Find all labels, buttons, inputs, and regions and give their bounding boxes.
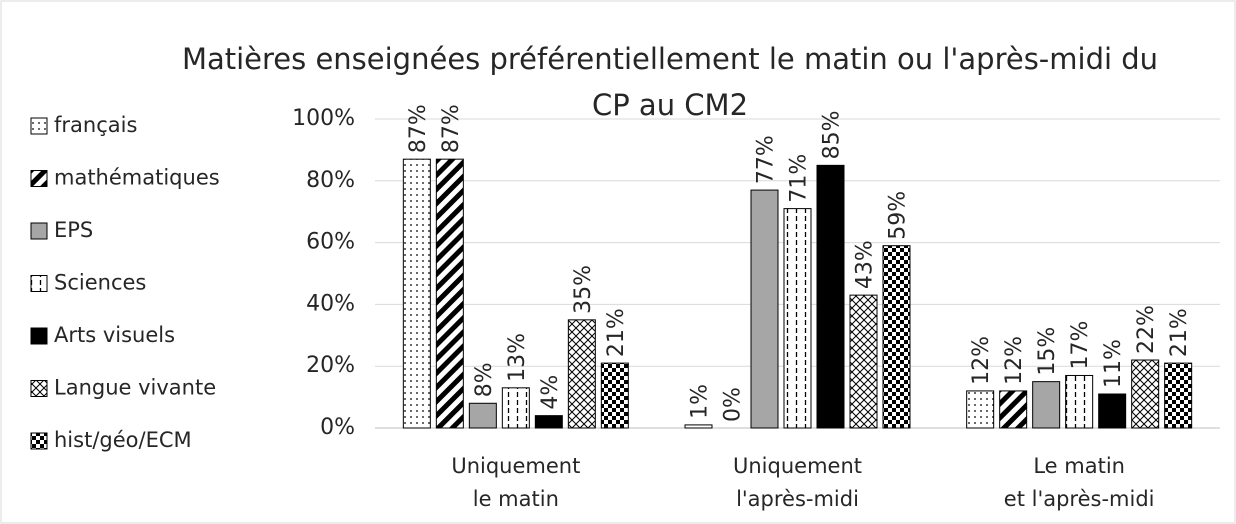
x-tick-label: Uniquement l'après-midi [733,454,862,511]
data-label: 21% [604,308,629,357]
bar [435,158,464,429]
legend-swatch [30,327,48,345]
bar [882,245,911,429]
bar [999,390,1028,429]
legend-swatch [30,275,48,292]
y-tick-label: 100% [292,106,355,131]
data-label: 85% [820,110,845,159]
bar [684,424,713,429]
bar [750,189,779,429]
legend-swatch [30,117,48,135]
bar [1164,362,1193,429]
y-tick-label: 20% [306,353,355,378]
legend-swatch [30,170,48,187]
legend-label: hist/géo/ECM [54,428,192,452]
data-label: 4% [538,375,563,410]
bar [1032,381,1061,429]
y-tick-label: 0% [320,415,355,440]
legend-label: EPS [54,218,93,242]
bar [1065,374,1094,429]
data-label: 87% [406,104,431,153]
bar [816,164,845,429]
x-tick-label: Uniquement le matin [451,454,581,511]
y-tick-label: 40% [306,291,355,316]
data-label: 8% [472,362,497,397]
legend-label: Langue vivante [54,376,216,400]
data-label: 21% [1167,308,1192,357]
data-label: 11% [1101,339,1126,388]
data-label: 17% [1068,321,1093,370]
data-label: 87% [439,104,464,153]
data-label: 1% [688,384,713,419]
x-tick-label: Le matin et l'après-midi [1003,454,1155,511]
legend-swatch [30,222,48,240]
data-label: 77% [754,135,779,184]
data-label: 71% [787,154,812,203]
bar [501,387,530,429]
legend-label: français [54,113,137,137]
bar [402,158,431,429]
data-label: 35% [571,265,596,314]
legend-label: mathématiques [54,166,220,190]
data-label: 12% [1002,336,1027,385]
bar [600,362,629,429]
legend-label: Arts visuels [54,323,175,347]
bar [1131,359,1160,429]
data-label: 12% [969,336,994,385]
data-label: 0% [721,387,746,422]
bar [1098,393,1127,429]
data-label: 43% [853,240,878,289]
chart-title: Matières enseignées préférentiellement l… [181,42,1159,122]
bar [783,208,812,429]
y-tick-label: 60% [306,230,355,255]
y-tick-label: 80% [306,168,355,193]
legend-swatch [30,380,48,397]
bar [534,415,563,429]
bar [966,390,995,429]
bar [468,402,497,429]
bar [849,294,878,429]
data-label: 13% [505,333,530,382]
data-label: 59% [886,191,911,240]
data-label: 22% [1134,305,1159,354]
legend-label: Sciences [54,271,146,295]
data-label: 15% [1035,327,1060,376]
bar [567,319,596,429]
legend-swatch [30,432,48,450]
